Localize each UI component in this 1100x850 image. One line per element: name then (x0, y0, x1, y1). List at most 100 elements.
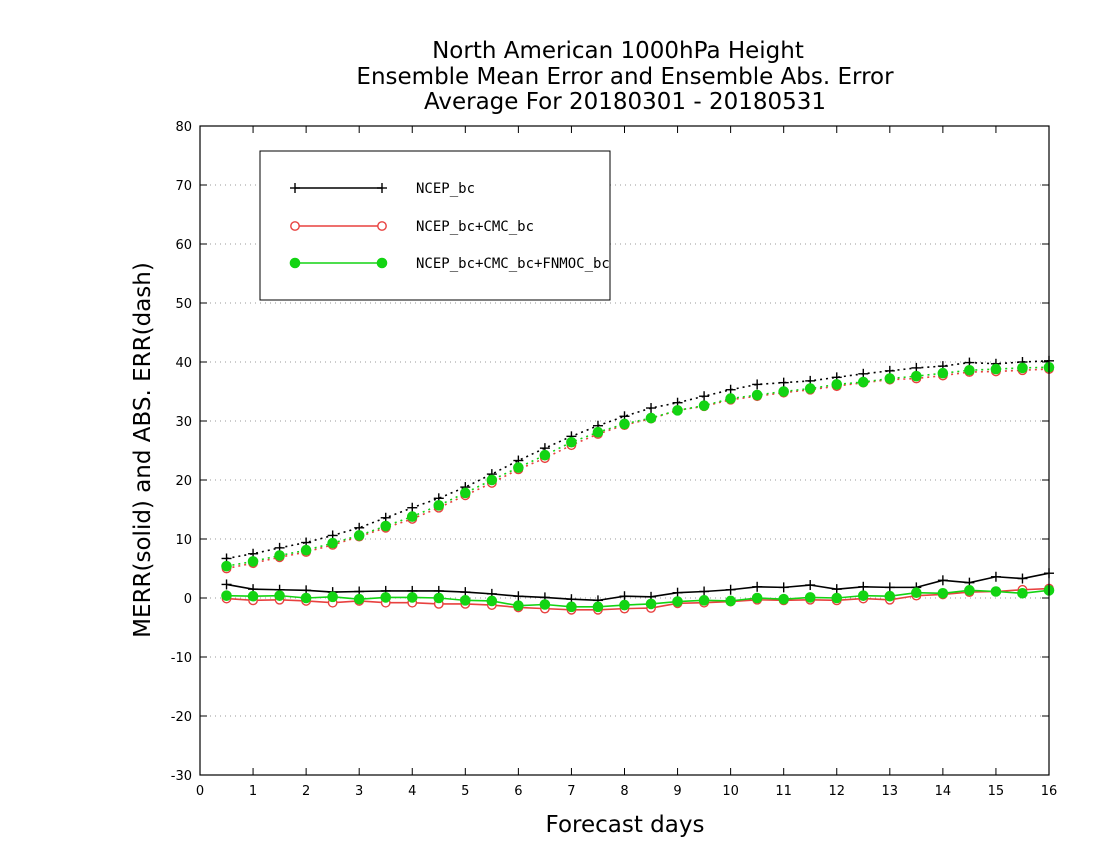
x-tick-label: 1 (249, 784, 257, 799)
merr-line (226, 589, 1050, 608)
merr-point (619, 591, 630, 602)
merr-point (1017, 573, 1028, 584)
abs-err-point (672, 405, 683, 416)
merr-point (619, 599, 630, 611)
merr-point (353, 593, 365, 605)
abs-err-point (300, 544, 312, 556)
abs-err-point (566, 436, 577, 448)
x-tick-label: 4 (408, 784, 416, 799)
y-tick-label: 0 (184, 592, 192, 607)
merr-point (937, 575, 948, 586)
chart-title: North American 1000hPa Height Ensemble M… (356, 38, 894, 115)
y-tick-label: 80 (175, 120, 192, 135)
x-tick-label: 2 (302, 784, 310, 799)
x-tick-label: 13 (882, 784, 899, 799)
x-tick-label: 14 (935, 784, 952, 799)
abs-err-line (226, 360, 1050, 560)
abs-err-point (645, 412, 657, 424)
x-tick-label: 3 (355, 784, 363, 799)
merr-point (857, 590, 869, 601)
merr-point (406, 592, 418, 603)
merr-point (831, 592, 843, 604)
merr-point (751, 592, 763, 604)
y-tick-label: 20 (175, 474, 192, 489)
legend-label: NCEP_bc+CMC_bc (416, 219, 534, 235)
x-tick-label: 7 (567, 784, 575, 799)
merr-point (1017, 587, 1028, 599)
merr-point (698, 595, 710, 606)
abs-err-point (274, 550, 285, 561)
x-tick-label: 16 (1041, 784, 1058, 799)
x-tick-label: 5 (461, 784, 469, 799)
x-tick-label: 6 (514, 784, 522, 799)
abs-err-point (513, 462, 524, 473)
merr-point (699, 586, 710, 597)
merr-point (884, 590, 896, 602)
merr-point (380, 592, 392, 603)
y-tick-label: 50 (175, 297, 192, 312)
abs-err-line (226, 368, 1050, 570)
merr-point (274, 590, 285, 601)
abs-err-point (911, 370, 922, 382)
x-tick-label: 8 (620, 784, 628, 799)
merr-point (778, 582, 789, 593)
merr-point (221, 579, 232, 590)
x-tick-label: 11 (775, 784, 792, 799)
merr-point (221, 590, 232, 601)
series-3 (221, 362, 1055, 613)
legend-entry-2: NCEP_bc+CMC_bc (290, 219, 534, 235)
merr-point (566, 601, 577, 613)
abs-err-point (433, 500, 445, 511)
merr-point (752, 581, 763, 592)
x-tick-label: 15 (988, 784, 1005, 799)
abs-err-point (964, 364, 975, 376)
merr-point (725, 595, 736, 607)
merr-point (247, 590, 259, 602)
legend-marker-right (376, 257, 388, 269)
abs-err-point (619, 418, 630, 430)
merr-point (990, 586, 1002, 597)
y-tick-label: 10 (175, 533, 192, 548)
abs-err-point (752, 379, 763, 390)
abs-err-point (857, 376, 869, 388)
legend-entry-3: NCEP_bc+CMC_bc+FNMOC_bc (289, 256, 610, 272)
y-tick-label: -20 (171, 710, 192, 725)
abs-err-point (539, 449, 551, 461)
abs-err-point (327, 537, 338, 549)
x-axis-title: Forecast days (546, 812, 705, 838)
y-tick-label: 70 (175, 179, 192, 194)
abs-err-point (486, 474, 498, 486)
merr-point (725, 584, 736, 595)
merr-point (911, 587, 922, 598)
abs-err-line (226, 366, 1050, 567)
legend-marker-right (377, 221, 387, 231)
abs-err-point (407, 502, 418, 513)
abs-err-point (221, 560, 232, 572)
legend: NCEP_bc NCEP_bc+CMC_bc NCEP_bc+CMC_bc+FNMO… (259, 150, 611, 301)
legend-marker-left (290, 183, 300, 193)
x-tick-label: 10 (722, 784, 739, 799)
merr-point (300, 592, 312, 604)
abs-err-point (406, 511, 418, 522)
abs-err-point (353, 530, 365, 541)
merr-point (513, 591, 524, 602)
legend-label: NCEP_bc+CMC_bc+FNMOC_bc (416, 256, 610, 272)
merr-point (805, 580, 816, 591)
merr-point (964, 585, 975, 596)
legend-marker-left (289, 257, 301, 269)
title-line-3: Average For 20180301 - 20180531 (424, 89, 826, 115)
series-1 (221, 355, 1054, 606)
series-lines (221, 355, 1055, 615)
abs-err-point (804, 383, 816, 394)
legend-marker-left (290, 221, 300, 231)
title-line-2: Ensemble Mean Error and Ensemble Abs. Er… (356, 64, 894, 90)
merr-point (672, 596, 683, 607)
merr-point (486, 595, 498, 607)
merr-point (327, 591, 338, 603)
merr-point (460, 595, 471, 606)
legend-label: NCEP_bc (416, 181, 475, 197)
merr-point (990, 571, 1001, 582)
abs-err-point (698, 400, 710, 411)
merr-point (513, 600, 524, 611)
abs-err-point (831, 379, 843, 390)
